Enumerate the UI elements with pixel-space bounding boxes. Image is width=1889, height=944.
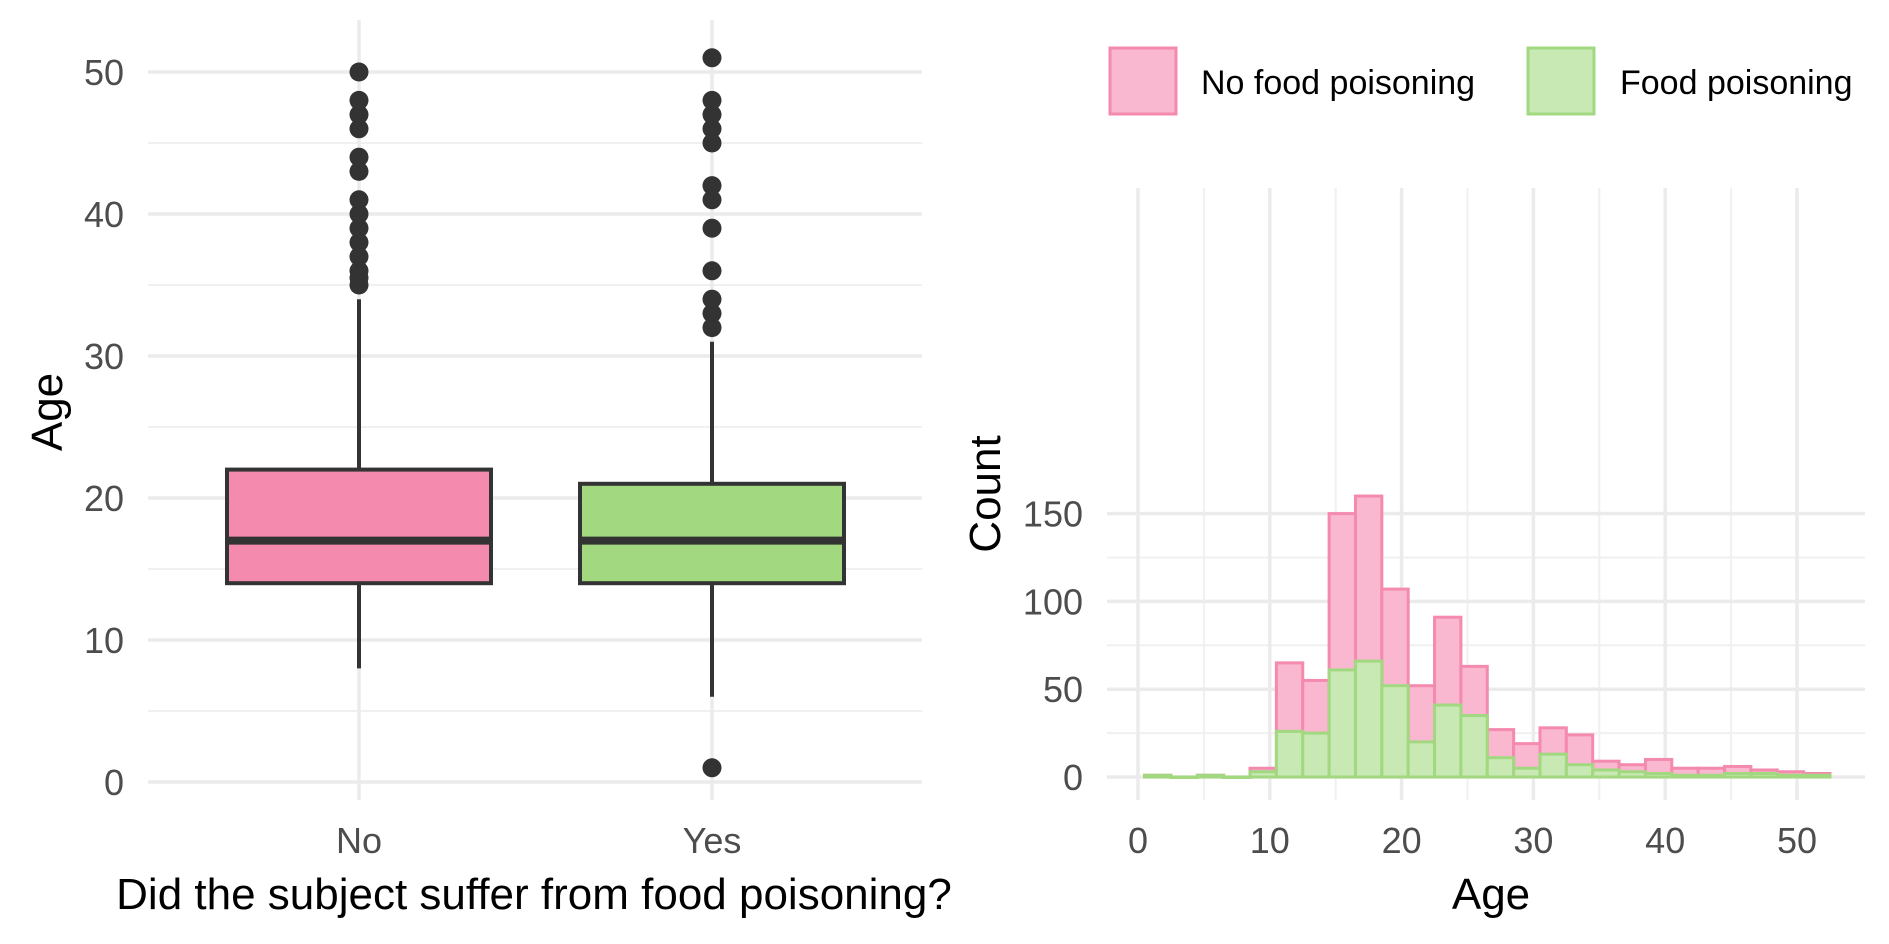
outlier-point xyxy=(702,176,722,196)
histogram-bar-yes xyxy=(1222,775,1252,779)
outlier-point xyxy=(349,90,369,110)
outlier-point xyxy=(702,119,722,139)
outlier-point xyxy=(349,105,369,125)
histogram-chart: 0 50 100 150 0 10 20 30 40 50 Count Age No food … xyxy=(961,46,1865,919)
histogram-bar-yes xyxy=(1459,714,1489,779)
histogram-bar-yes xyxy=(1274,729,1305,779)
y-tick-label: 30 xyxy=(84,336,124,377)
box-iqr xyxy=(578,481,846,586)
legend-label-no-food-poisoning: No food poisoning xyxy=(1201,64,1475,102)
outlier-point xyxy=(349,261,369,281)
x-tick-label: Yes xyxy=(683,820,742,861)
boxplot-y-axis-title: Age xyxy=(23,373,72,451)
outlier-point xyxy=(702,90,722,110)
y-tick-label: 10 xyxy=(84,620,124,661)
histogram-bar-yes xyxy=(1696,773,1727,779)
outlier-point xyxy=(349,190,369,210)
histogram-y-axis-title: Count xyxy=(961,435,1010,552)
histogram-x-tick-labels: 0 10 20 30 40 50 xyxy=(1128,820,1817,861)
x-tick-label: 30 xyxy=(1513,820,1553,861)
box-yes xyxy=(578,48,846,778)
histogram-bar-yes xyxy=(1248,770,1278,779)
boxplot-x-axis-title: Did the subject suffer from food poisoni… xyxy=(116,870,952,919)
histogram-bar-yes xyxy=(1775,773,1806,779)
boxplot-chart: 0 10 20 30 40 50 No Yes Age Did the subject su… xyxy=(23,20,952,919)
histogram-bar-yes xyxy=(1723,771,1753,779)
histogram-bar-yes xyxy=(1564,763,1595,779)
outlier-point xyxy=(349,62,369,82)
outlier-point xyxy=(349,247,369,267)
histogram-bar-yes xyxy=(1195,773,1226,779)
legend-label-food-poisoning: Food poisoning xyxy=(1620,64,1853,102)
outlier-point xyxy=(702,261,722,281)
histogram-bar-yes xyxy=(1301,731,1331,779)
y-tick-label: 0 xyxy=(104,762,124,803)
outlier-point xyxy=(702,48,722,68)
x-tick-label: No xyxy=(336,820,382,861)
y-tick-label: 100 xyxy=(1023,581,1083,622)
histogram-series-food-poisoning xyxy=(1143,659,1832,779)
outlier-point xyxy=(702,190,722,210)
histogram-bar-yes xyxy=(1380,684,1410,779)
x-tick-label: 50 xyxy=(1777,820,1817,861)
boxplot-y-tick-labels: 0 10 20 30 40 50 xyxy=(84,52,124,803)
legend-key-no-food-poisoning xyxy=(1108,46,1178,116)
boxplot-x-tick-labels: No Yes xyxy=(336,820,741,861)
histogram-bar-yes xyxy=(1433,703,1463,779)
box-iqr xyxy=(225,467,493,586)
histogram-bar-yes xyxy=(1643,771,1674,779)
x-tick-label: 0 xyxy=(1128,820,1148,861)
histogram-bar-yes xyxy=(1406,740,1437,779)
histogram-bar-yes xyxy=(1538,752,1568,779)
histogram-bar-yes xyxy=(1749,771,1779,779)
x-tick-label: 10 xyxy=(1250,820,1290,861)
histogram-x-axis-title: Age xyxy=(1452,870,1530,919)
histogram-minor-grid xyxy=(1107,188,1865,800)
outlier-point xyxy=(349,218,369,238)
outlier-point xyxy=(349,119,369,139)
outlier-point xyxy=(349,232,369,252)
outlier-point xyxy=(702,218,722,238)
outlier-point xyxy=(702,289,722,309)
outlier-point xyxy=(702,318,722,338)
x-tick-label: 40 xyxy=(1645,820,1685,861)
histogram-bar-yes xyxy=(1802,773,1832,779)
outlier-point xyxy=(349,147,369,167)
histogram-bar-yes xyxy=(1617,770,1647,779)
histogram-bar-yes xyxy=(1485,756,1516,779)
y-tick-label: 0 xyxy=(1063,757,1083,798)
boxplot-minor-grid xyxy=(148,142,922,712)
boxplot-boxes xyxy=(225,48,846,778)
y-tick-label: 50 xyxy=(84,52,124,93)
histogram-bar-yes xyxy=(1143,773,1173,779)
box-no xyxy=(225,62,493,669)
histogram-bar-yes xyxy=(1327,668,1357,779)
histogram-legend: No food poisoning Food poisoning xyxy=(1108,46,1853,116)
histogram-bar-yes xyxy=(1353,659,1384,779)
x-tick-label: 20 xyxy=(1382,820,1422,861)
histogram-y-tick-labels: 0 50 100 150 xyxy=(1023,494,1083,798)
histogram-bar-yes xyxy=(1512,766,1542,779)
histogram-bar-yes xyxy=(1591,768,1621,779)
y-tick-label: 50 xyxy=(1043,669,1083,710)
boxplot-major-grid xyxy=(148,20,922,800)
outlier-point xyxy=(349,161,369,181)
outlier-point xyxy=(702,758,722,778)
outlier-point xyxy=(702,105,722,125)
histogram-bar-yes xyxy=(1670,773,1700,779)
y-tick-label: 150 xyxy=(1023,494,1083,535)
outlier-point xyxy=(349,204,369,224)
outlier-point xyxy=(702,133,722,153)
legend-key-food-poisoning xyxy=(1526,46,1596,116)
outlier-point xyxy=(702,303,722,323)
y-tick-label: 20 xyxy=(84,478,124,519)
histogram-bar-yes xyxy=(1169,775,1199,779)
y-tick-label: 40 xyxy=(84,194,124,235)
